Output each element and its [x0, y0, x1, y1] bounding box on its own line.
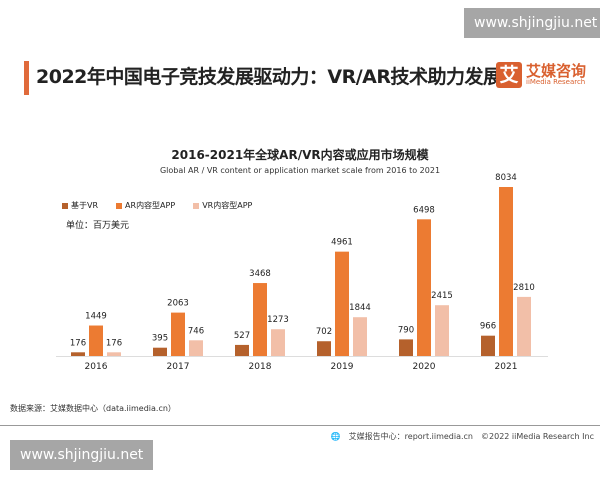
data-label: 2415: [431, 291, 453, 301]
footer-copyright: ©2022 iiMedia Research Inc: [481, 432, 594, 441]
bar: [399, 339, 413, 356]
bar: [89, 325, 103, 356]
bar: [353, 317, 367, 356]
legend-item: AR内容型APP: [116, 200, 175, 211]
data-label: 1844: [349, 303, 371, 313]
watermark: www.shjingjiu.net: [464, 8, 600, 38]
legend-label: VR内容型APP: [202, 201, 253, 210]
data-label: 2063: [167, 299, 189, 309]
data-source: 数据来源：艾媒数据中心（data.iimedia.cn）: [10, 404, 176, 413]
legend-label: 基于VR: [71, 201, 99, 210]
data-label: 3468: [249, 269, 271, 279]
bar: [171, 312, 185, 356]
data-label: 4961: [331, 238, 353, 248]
data-label: 1273: [267, 315, 289, 325]
data-label: 790: [398, 325, 414, 335]
bar: [153, 347, 167, 356]
title-accent-bar: [24, 61, 29, 95]
x-tick-label: 2020: [413, 362, 436, 372]
x-tick-label: 2016: [85, 362, 108, 372]
bar: [253, 283, 267, 356]
data-label: 2810: [513, 283, 535, 293]
bar: [435, 305, 449, 356]
x-tick-label: 2018: [249, 362, 272, 372]
legend-swatch: [193, 202, 200, 209]
data-label: 176: [70, 338, 86, 348]
bar: [317, 341, 331, 356]
x-tick-label: 2019: [331, 362, 354, 372]
bar: [271, 329, 285, 356]
legend-swatch: [116, 202, 123, 209]
bar: [481, 335, 495, 356]
footer-report: 艾媒报告中心：report.iimedia.cn: [348, 432, 474, 441]
x-tick-label: 2017: [167, 362, 190, 372]
bar: [517, 296, 531, 356]
footer: 🌐 艾媒报告中心：report.iimedia.cn ©2022 iiMedia…: [331, 431, 594, 442]
bar: [107, 352, 121, 356]
page-title: 2022年中国电子竞技发展驱动力：VR/AR技术助力发展: [36, 66, 502, 88]
data-label: 702: [316, 327, 332, 337]
data-label: 395: [152, 334, 168, 344]
bar: [417, 219, 431, 356]
logo: 艾 艾媒咨询 iiMedia Research: [496, 62, 586, 88]
bar: [71, 352, 85, 356]
bar: [189, 340, 203, 356]
unit-label: 单位：百万美元: [66, 221, 130, 231]
data-label: 966: [480, 322, 496, 332]
legend-item: 基于VR: [62, 200, 98, 211]
logo-en: iiMedia Research: [526, 78, 586, 86]
legend-swatch: [62, 202, 68, 209]
bar: [335, 251, 349, 356]
data-label: 8034: [495, 173, 517, 183]
bar-chart: 176 1449 176 2016 395 2063 746 2017 527 3468 1273 2…: [56, 173, 548, 372]
data-label: 746: [188, 326, 204, 336]
logo-cn: 艾媒咨询: [526, 62, 587, 80]
chart-subtitle: Global AR / VR content or application ma…: [159, 166, 441, 175]
data-label: 6498: [413, 205, 435, 215]
legend-label: AR内容型APP: [125, 201, 176, 210]
chart-title: 2016-2021年全球AR/VR内容或应用市场规模: [171, 148, 429, 162]
logo-mark: 艾: [496, 62, 522, 88]
globe-icon: 🌐: [330, 432, 341, 441]
legend: 基于VR AR内容型APP VR内容型APP: [62, 200, 252, 211]
watermark: www.shjingjiu.net: [10, 440, 154, 470]
bar: [499, 187, 513, 356]
bar: [235, 344, 249, 356]
divider: [0, 425, 600, 426]
data-label: 527: [234, 331, 250, 341]
legend-item: VR内容型APP: [193, 200, 252, 211]
data-label: 176: [106, 338, 122, 348]
data-label: 1449: [85, 312, 107, 322]
x-tick-label: 2021: [495, 362, 518, 372]
